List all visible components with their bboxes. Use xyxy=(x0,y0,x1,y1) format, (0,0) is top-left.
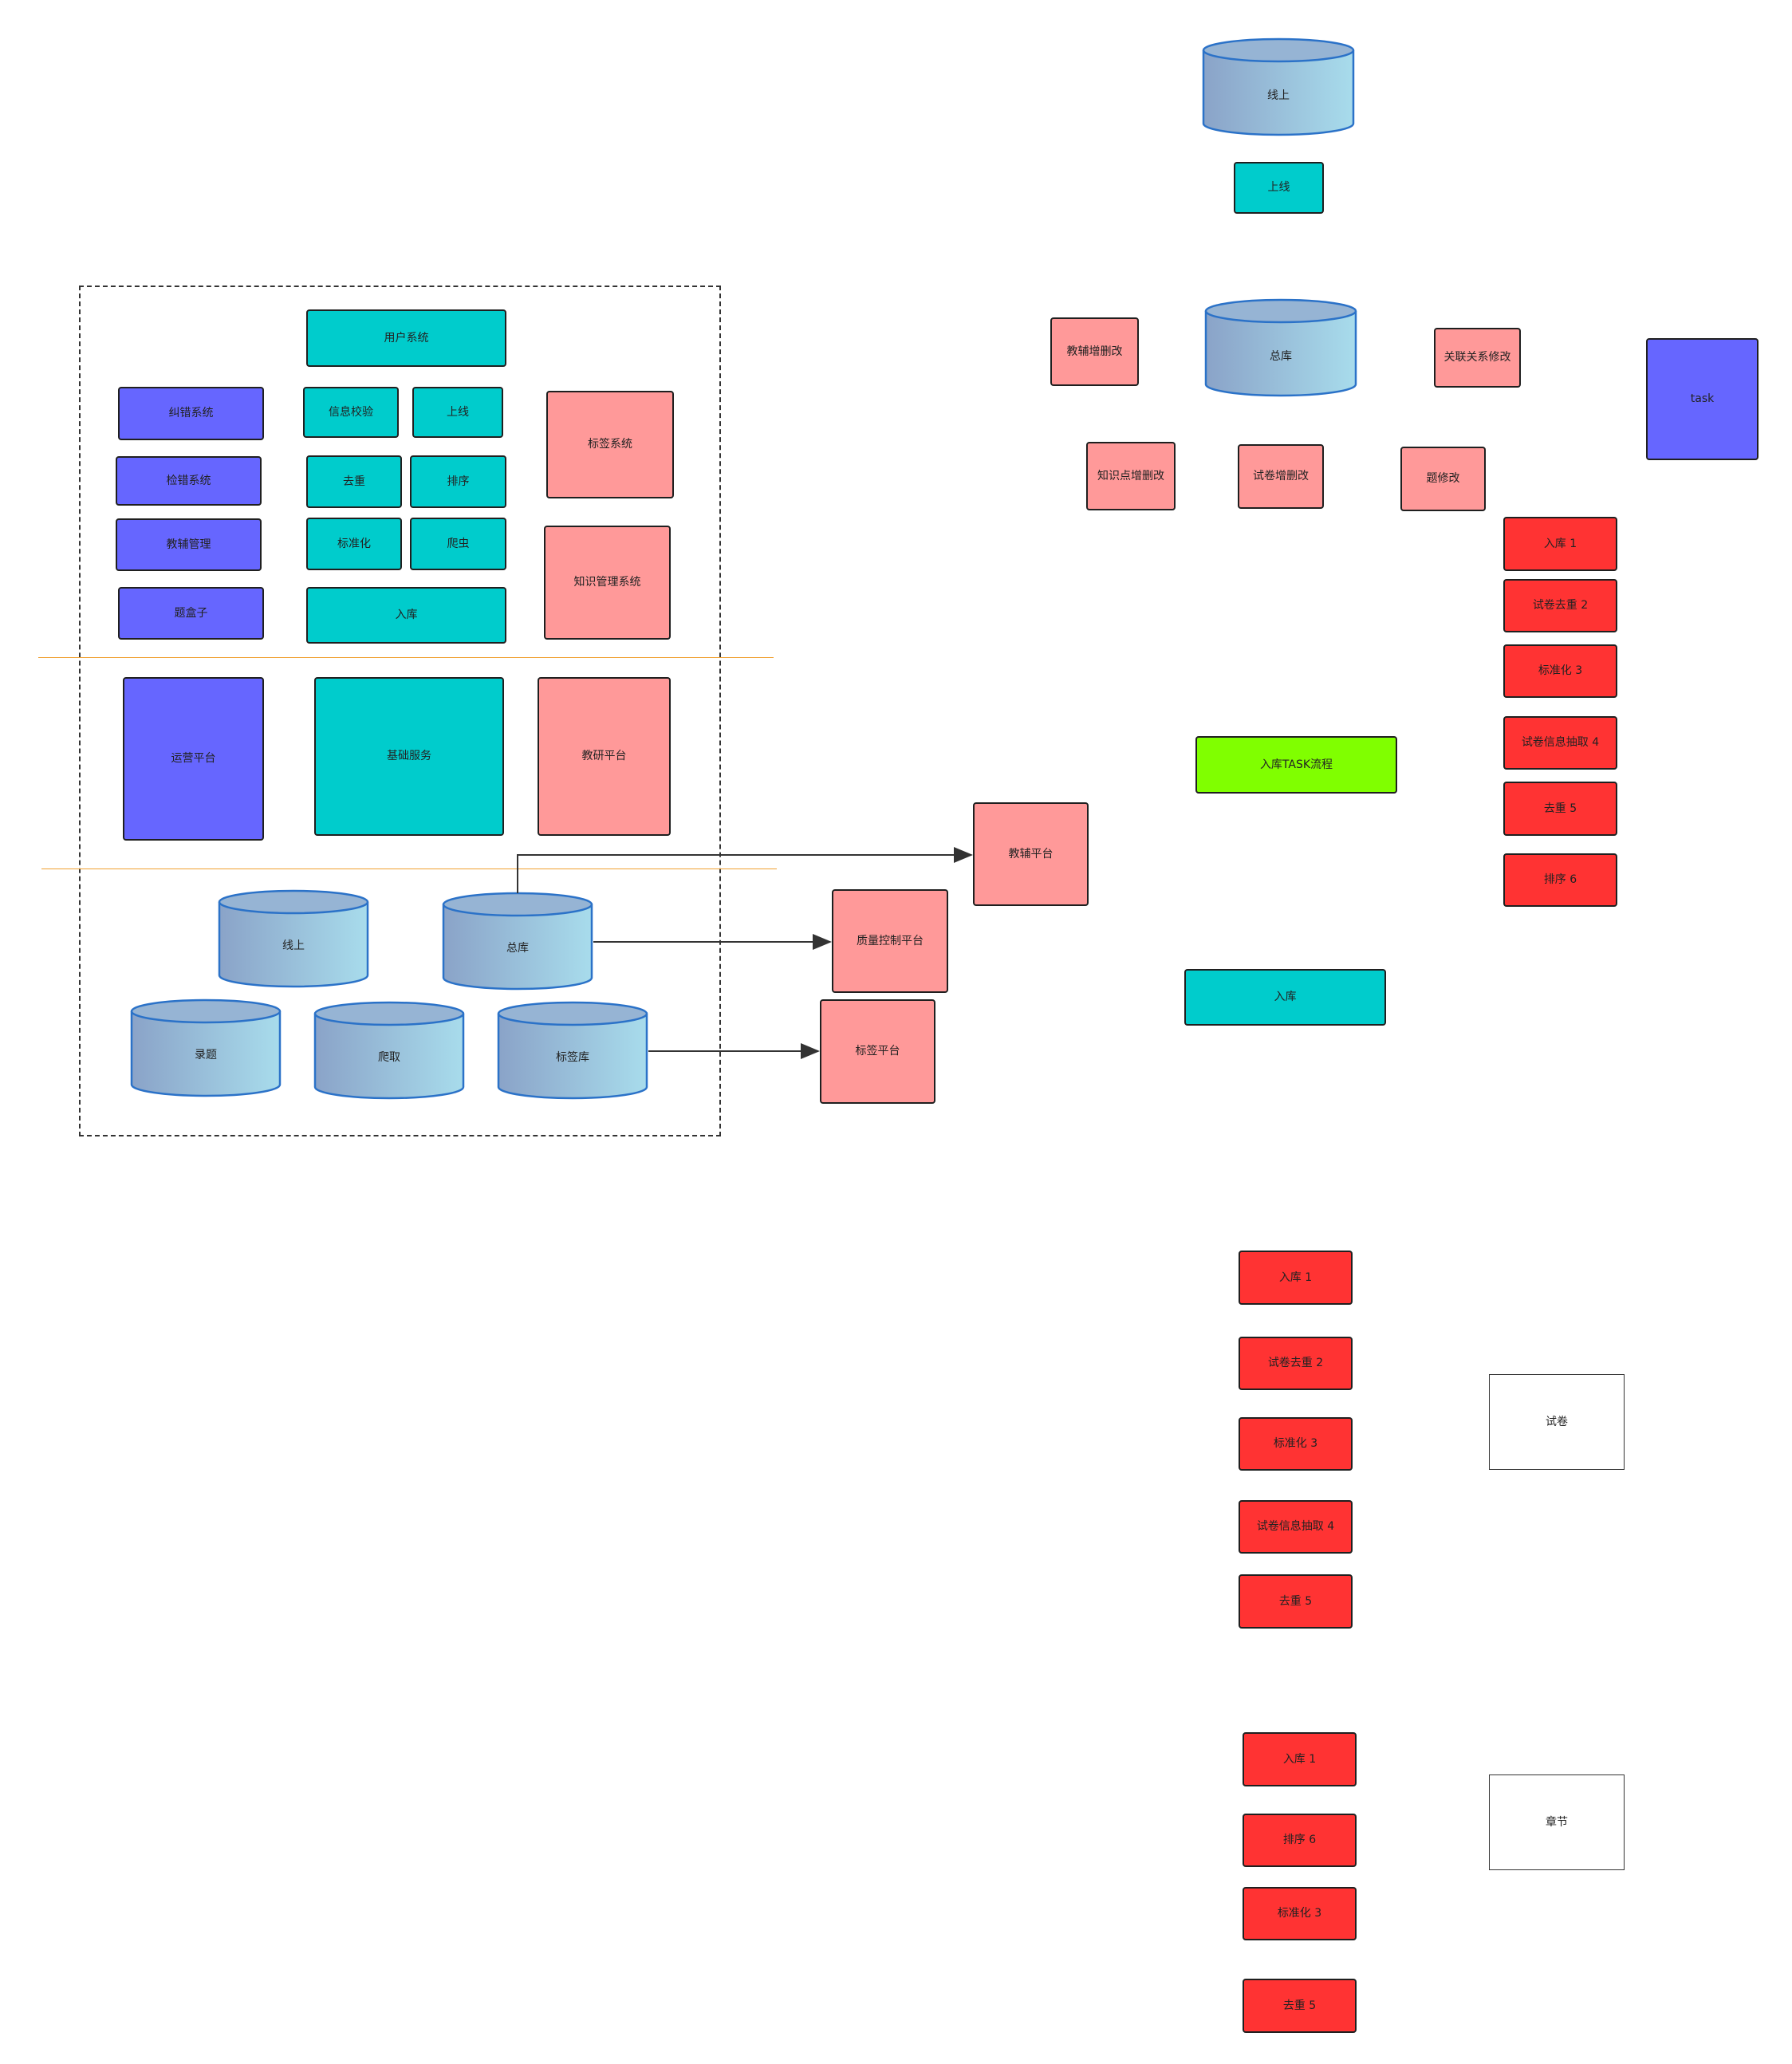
main-db-cylinder[interactable]: 总库 xyxy=(442,892,593,991)
info-verification-box[interactable]: 信息校验 xyxy=(303,387,399,438)
entry-db-cylinder[interactable]: 录题 xyxy=(130,999,282,1097)
paper-label-box[interactable]: 试卷 xyxy=(1489,1374,1625,1470)
online-db-label: 线上 xyxy=(282,939,305,952)
flow-online-db-label: 线上 xyxy=(1267,89,1290,102)
database-icon xyxy=(218,889,369,988)
task-step-3[interactable]: 标准化 3 xyxy=(1503,644,1617,698)
database-icon xyxy=(130,999,282,1097)
chapter-step-1[interactable]: 入库 1 xyxy=(1243,1732,1357,1786)
chapter-label-box[interactable]: 章节 xyxy=(1489,1774,1625,1870)
flow-main-db-label: 总库 xyxy=(1270,350,1292,363)
paper-step-4[interactable]: 试卷信息抽取 4 xyxy=(1239,1500,1353,1554)
tag-db-cylinder[interactable]: 标签库 xyxy=(497,1001,648,1100)
task-step-5[interactable]: 去重 5 xyxy=(1503,782,1617,836)
database-icon xyxy=(1202,37,1355,136)
chapter-step-4[interactable]: 去重 5 xyxy=(1243,1979,1357,2033)
task-flow-box[interactable]: 入库TASK流程 xyxy=(1195,736,1397,794)
tag-db-label: 标签库 xyxy=(556,1051,589,1064)
entry-box[interactable]: 入库 xyxy=(1184,969,1386,1026)
question-edit-box[interactable]: 题修改 xyxy=(1400,447,1486,511)
correction-system-box[interactable]: 纠错系统 xyxy=(118,387,264,440)
task-step-4[interactable]: 试卷信息抽取 4 xyxy=(1503,716,1617,770)
storage-entry-box[interactable]: 入库 xyxy=(306,587,506,644)
database-icon xyxy=(497,1001,648,1100)
operations-platform-box[interactable]: 运营平台 xyxy=(123,677,264,841)
paper-crud-box[interactable]: 试卷增删改 xyxy=(1238,444,1324,509)
research-platform-box[interactable]: 教研平台 xyxy=(538,677,671,836)
chapter-step-2[interactable]: 排序 6 xyxy=(1243,1814,1357,1867)
paper-step-3[interactable]: 标准化 3 xyxy=(1239,1417,1353,1471)
check-system-box[interactable]: 检错系统 xyxy=(116,456,262,506)
tutoring-platform-box[interactable]: 教辅平台 xyxy=(973,802,1089,906)
crawl-db-label: 爬取 xyxy=(378,1051,400,1064)
database-icon xyxy=(313,1001,465,1100)
sort-box[interactable]: 排序 xyxy=(410,455,506,508)
crawl-db-cylinder[interactable]: 爬取 xyxy=(313,1001,465,1100)
user-system-box[interactable]: 用户系统 xyxy=(306,309,506,367)
paper-step-1[interactable]: 入库 1 xyxy=(1239,1251,1353,1305)
arrow-main-db-to-tutoring xyxy=(517,847,973,893)
architecture-boundary xyxy=(79,286,721,1136)
task-step-6[interactable]: 排序 6 xyxy=(1503,853,1617,907)
database-icon xyxy=(1204,298,1357,397)
standardize-box[interactable]: 标准化 xyxy=(306,518,402,570)
tutoring-management-box[interactable]: 教辅管理 xyxy=(116,518,262,571)
knowledge-management-system-box[interactable]: 知识管理系统 xyxy=(544,526,671,640)
paper-step-5[interactable]: 去重 5 xyxy=(1239,1574,1353,1629)
task-step-2[interactable]: 试卷去重 2 xyxy=(1503,579,1617,632)
go-online-box[interactable]: 上线 xyxy=(1234,162,1324,214)
task-step-1[interactable]: 入库 1 xyxy=(1503,517,1617,571)
paper-step-2[interactable]: 试卷去重 2 xyxy=(1239,1337,1353,1390)
online-db-cylinder[interactable]: 线上 xyxy=(218,889,369,988)
box-item-box[interactable]: 题盒子 xyxy=(118,587,264,640)
quality-platform-box[interactable]: 质量控制平台 xyxy=(832,889,948,993)
flow-online-db-cylinder[interactable]: 线上 xyxy=(1202,37,1355,136)
layer-separator-top xyxy=(38,657,774,658)
relation-edit-box[interactable]: 关联关系修改 xyxy=(1434,328,1521,388)
main-db-label: 总库 xyxy=(506,942,529,955)
flow-main-db-cylinder[interactable]: 总库 xyxy=(1204,298,1357,397)
tutoring-crud-box[interactable]: 教辅增删改 xyxy=(1050,317,1139,386)
online-box[interactable]: 上线 xyxy=(412,387,503,438)
task-box[interactable]: task xyxy=(1646,338,1759,460)
knowledge-crud-box[interactable]: 知识点增删改 xyxy=(1086,442,1176,510)
entry-db-label: 录题 xyxy=(195,1049,217,1062)
tag-platform-box[interactable]: 标签平台 xyxy=(820,999,935,1104)
crawler-box[interactable]: 爬虫 xyxy=(410,518,506,570)
chapter-step-3[interactable]: 标准化 3 xyxy=(1243,1887,1357,1940)
database-icon xyxy=(442,892,593,991)
dedup-box[interactable]: 去重 xyxy=(306,455,402,508)
tag-system-box[interactable]: 标签系统 xyxy=(546,391,674,498)
basic-services-box[interactable]: 基础服务 xyxy=(314,677,504,836)
